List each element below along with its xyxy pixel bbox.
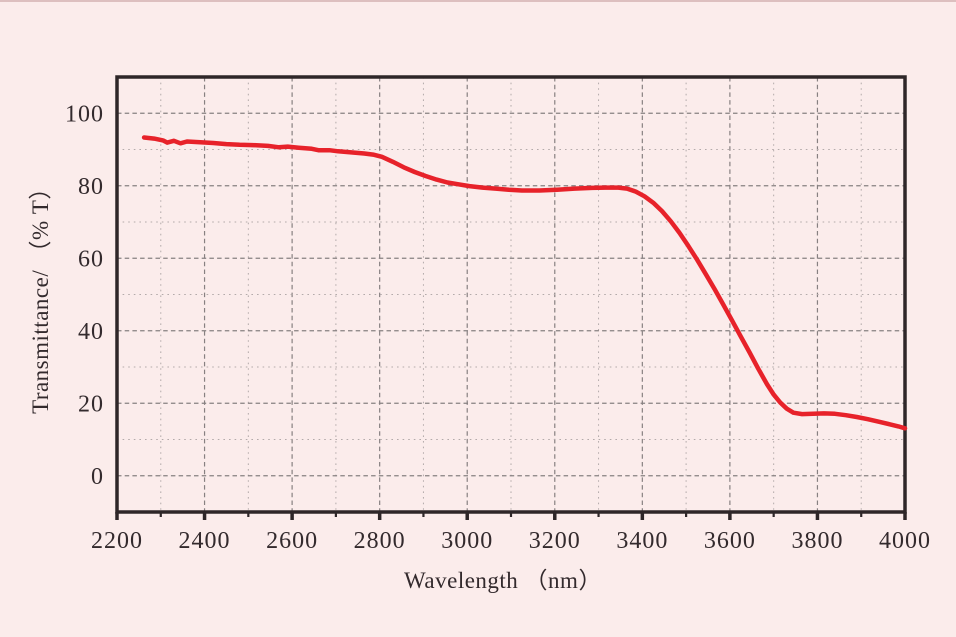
y-tick-label: 0 bbox=[91, 464, 104, 490]
x-tick-label: 2400 bbox=[179, 528, 231, 554]
series-layer bbox=[141, 135, 908, 431]
x-tick-label: 3600 bbox=[704, 528, 756, 554]
transmittance-spectrum-line bbox=[141, 135, 908, 431]
x-tick-label: 2600 bbox=[266, 528, 318, 554]
y-tick-label: 60 bbox=[78, 246, 104, 272]
x-tick-label: 4000 bbox=[879, 528, 931, 554]
x-tick-label: 3400 bbox=[616, 528, 668, 554]
x-tick-label: 3000 bbox=[441, 528, 493, 554]
x-tick-label: 2800 bbox=[354, 528, 406, 554]
x-axis-title: Wavelength （nm） bbox=[404, 568, 602, 593]
y-axis-title: Transmittance/ （% T） bbox=[28, 176, 53, 414]
grid-layer bbox=[117, 77, 905, 512]
y-tick-label: 40 bbox=[78, 319, 104, 345]
axis-layer: 2200 2400 2600 2800 3000 3200 3400 3600 3800 4000… bbox=[65, 101, 931, 554]
x-tick-label: 3800 bbox=[791, 528, 843, 554]
x-tick-label: 3200 bbox=[529, 528, 581, 554]
y-tick-label: 100 bbox=[65, 101, 104, 127]
y-tick-label: 20 bbox=[78, 391, 104, 417]
y-tick-label: 80 bbox=[78, 174, 104, 200]
x-tick-label: 2200 bbox=[91, 528, 143, 554]
